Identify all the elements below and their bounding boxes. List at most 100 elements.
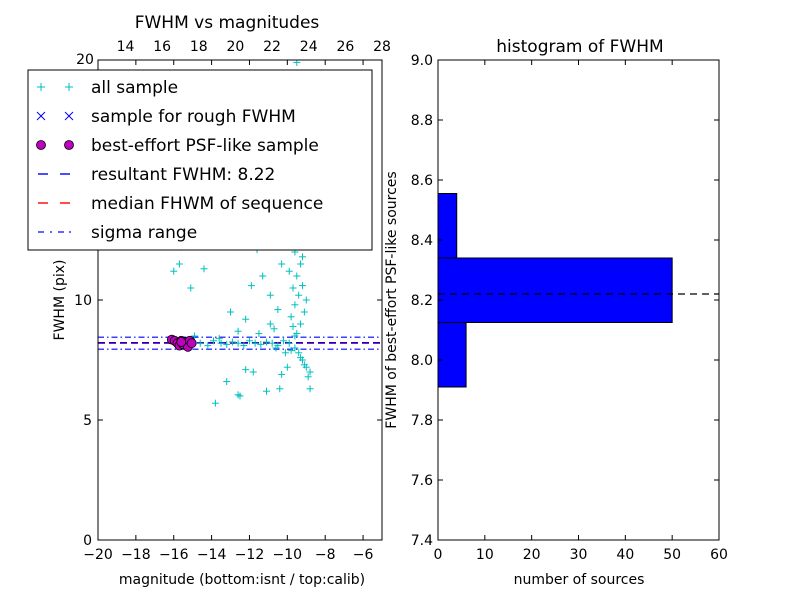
legend-label: all sample bbox=[91, 78, 178, 98]
all-sample-point bbox=[242, 315, 250, 323]
legend-entry: resultant FWHM: 8.22 bbox=[38, 165, 275, 185]
histogram-y-axis-label: FWHM of best-effort PSF-like sources bbox=[384, 171, 400, 428]
all-sample-point bbox=[234, 391, 242, 399]
scatter-x-tick-label: −14 bbox=[197, 547, 227, 563]
legend-entry: all sample bbox=[37, 78, 178, 98]
all-sample-point bbox=[278, 260, 286, 268]
legend-box bbox=[27, 69, 373, 251]
legend-marker bbox=[36, 111, 46, 121]
all-sample-point bbox=[191, 332, 199, 340]
histogram-y-tick-label: 8.6 bbox=[411, 173, 433, 189]
all-sample-point bbox=[245, 337, 253, 345]
scatter-x-tick-label: −16 bbox=[159, 547, 189, 563]
all-sample-point bbox=[217, 339, 225, 347]
all-sample-point bbox=[281, 349, 289, 357]
all-sample-point bbox=[287, 346, 295, 354]
all-sample-point bbox=[263, 338, 271, 346]
histogram-title: histogram of FWHM bbox=[496, 37, 663, 57]
histogram-x-tick-label: 10 bbox=[476, 547, 494, 563]
legend-label: resultant FWHM: 8.22 bbox=[91, 165, 275, 185]
scatter-y-tick-label: 10 bbox=[74, 293, 92, 309]
all-sample-point bbox=[287, 313, 295, 321]
all-sample-point bbox=[293, 272, 301, 280]
scatter-legend: all sample sample for rough FWHM best-effo… bbox=[27, 69, 373, 251]
all-sample-point bbox=[285, 339, 293, 347]
all-sample-point bbox=[291, 332, 299, 340]
scatter-x-tick-label: −8 bbox=[315, 547, 336, 563]
all-sample-point bbox=[259, 272, 267, 280]
all-sample-point bbox=[272, 344, 280, 352]
histogram-x-tick-label: 50 bbox=[663, 547, 681, 563]
legend-marker bbox=[64, 111, 74, 121]
all-sample-point bbox=[300, 308, 308, 316]
all-sample-point bbox=[297, 320, 305, 328]
histogram-bar bbox=[438, 322, 467, 388]
all-sample-point bbox=[306, 385, 314, 393]
histogram-y-tick-label: 9.0 bbox=[411, 53, 433, 69]
all-sample-point bbox=[175, 260, 183, 268]
histogram-x-ticks: 0 10 20 30 40 50 60 bbox=[434, 60, 728, 563]
all-sample-point bbox=[298, 356, 306, 364]
all-sample-point bbox=[266, 291, 274, 299]
scatter-title: FWHM vs magnitudes bbox=[135, 13, 320, 33]
all-sample-point bbox=[283, 363, 291, 371]
top-axis-tick-label: 28 bbox=[373, 39, 391, 55]
all-sample-point bbox=[291, 344, 299, 352]
top-axis-tick-label: 16 bbox=[153, 39, 171, 55]
scatter-y-tick-label: 5 bbox=[83, 413, 92, 429]
all-sample-point bbox=[242, 366, 250, 374]
scatter-x-ticks: −20 −18 −16 −14 −12 −10 −8 −6 bbox=[83, 60, 373, 563]
histogram-bar bbox=[438, 193, 458, 259]
all-sample-point bbox=[227, 308, 235, 316]
histogram-x-axis-label: number of sources bbox=[514, 572, 645, 588]
all-sample-point bbox=[289, 284, 297, 292]
psf-sample-point bbox=[186, 338, 197, 349]
top-axis-tick-label: 20 bbox=[227, 39, 245, 55]
legend-label: median FHWM of sequence bbox=[91, 194, 323, 214]
all-sample-point bbox=[204, 342, 212, 350]
legend-marker bbox=[64, 140, 74, 150]
histogram-y-tick-label: 8.0 bbox=[411, 353, 433, 369]
all-sample-point bbox=[196, 339, 204, 347]
all-sample-point bbox=[270, 325, 278, 333]
top-axis-corner-label: 20 bbox=[76, 52, 94, 68]
all-sample-point bbox=[306, 368, 314, 376]
all-sample-point bbox=[295, 349, 303, 357]
all-sample-point bbox=[298, 253, 306, 261]
all-sample-point bbox=[211, 399, 219, 407]
all-sample-point bbox=[276, 385, 284, 393]
all-sample-point bbox=[255, 330, 263, 338]
legend-entry: sigma range bbox=[38, 223, 197, 243]
all-sample-point bbox=[278, 370, 286, 378]
histogram-y-tick-label: 7.4 bbox=[411, 533, 433, 549]
histogram-y-tick-label: 8.4 bbox=[411, 233, 433, 249]
all-sample-point bbox=[187, 284, 195, 292]
all-sample-point bbox=[298, 282, 306, 290]
all-sample-point bbox=[280, 337, 288, 345]
all-sample-point bbox=[249, 368, 257, 376]
all-sample-point bbox=[247, 282, 255, 290]
histogram-x-tick-label: 30 bbox=[570, 547, 588, 563]
all-sample-point bbox=[291, 301, 299, 309]
all-sample-point bbox=[302, 296, 310, 304]
legend-entry: best-effort PSF-like sample bbox=[36, 136, 319, 156]
legend-marker bbox=[36, 140, 46, 150]
all-sample-point bbox=[274, 306, 282, 314]
scatter-x-tick-label: −18 bbox=[121, 547, 151, 563]
histogram-x-tick-label: 20 bbox=[523, 547, 541, 563]
all-sample-point bbox=[266, 320, 274, 328]
top-axis-tick-label: 18 bbox=[190, 39, 208, 55]
histogram-x-tick-label: 0 bbox=[434, 547, 443, 563]
all-sample-point bbox=[234, 327, 242, 335]
scatter-x-axis-label: magnitude (bottom:isnt / top:calib) bbox=[119, 572, 365, 588]
all-sample-point bbox=[295, 291, 303, 299]
legend-entry: median FHWM of sequence bbox=[38, 194, 323, 214]
top-axis-tick-label: 26 bbox=[336, 39, 354, 55]
scatter-top-ticks: 14 16 18 20 22 24 26 28 bbox=[117, 39, 391, 55]
all-sample-point bbox=[234, 339, 242, 347]
top-axis-tick-label: 24 bbox=[300, 39, 318, 55]
scatter-x-tick-label: −12 bbox=[235, 547, 265, 563]
all-sample-point bbox=[304, 373, 312, 381]
histogram-y-tick-label: 8.8 bbox=[411, 113, 433, 129]
